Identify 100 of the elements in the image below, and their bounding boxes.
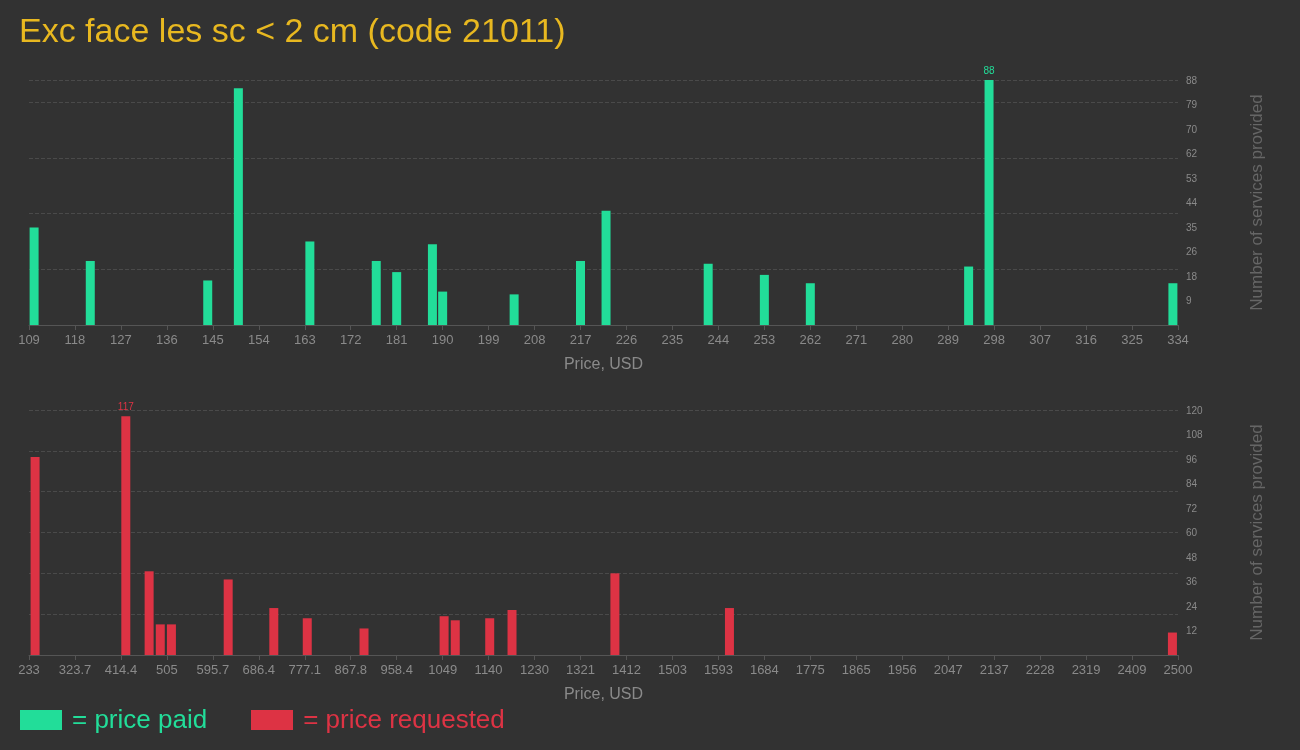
x-tick-label: 280 (891, 332, 914, 347)
bar (805, 283, 815, 325)
x-tick-label: 289 (937, 332, 960, 347)
bar (759, 274, 769, 325)
bar (155, 624, 165, 655)
y-tick-label: 79 (1186, 99, 1198, 110)
y-tick-label: 60 (1186, 527, 1198, 538)
x-tick-label: 127 (110, 332, 132, 347)
x-tick-label: 2137 (979, 662, 1009, 677)
bar (166, 624, 176, 655)
y-tick-label: 36 (1186, 576, 1198, 587)
x-tick-label: 2409 (1117, 662, 1147, 677)
bar (507, 610, 517, 655)
x-tick-label: 253 (753, 332, 776, 347)
x-tick-label: 217 (569, 332, 592, 347)
y-tick-label: 84 (1186, 478, 1198, 489)
bar (610, 573, 620, 655)
data-label: 117 (117, 400, 135, 412)
data-label: 88 (983, 64, 996, 76)
x-tick-label: 414.4 (104, 662, 138, 677)
x-tick-label: 505 (156, 662, 178, 677)
y-tick-label: 53 (1186, 172, 1198, 184)
bar (269, 608, 279, 655)
bar (233, 88, 243, 325)
x-tick-label: 136 (156, 332, 178, 347)
y-tick-label: 88 (1186, 74, 1198, 86)
x-tick-label: 1412 (612, 662, 641, 677)
bar (964, 266, 974, 325)
y-tick-label: 108 (1186, 429, 1204, 440)
x-tick-label: 1775 (795, 662, 825, 677)
x-tick-label: 199 (477, 332, 500, 347)
x-tick-label: 1049 (428, 662, 458, 677)
x-tick-label: 1956 (887, 662, 917, 677)
x-tick-label: 154 (247, 332, 270, 347)
bar (1168, 283, 1178, 325)
x-tick-label: 307 (1029, 332, 1051, 347)
x-tick-label: 262 (799, 332, 822, 347)
x-tick-label: 1140 (474, 662, 503, 677)
x-tick-label: 2319 (1071, 662, 1101, 677)
bar (984, 80, 994, 325)
y-tick-label: 72 (1186, 502, 1198, 514)
bar (302, 618, 312, 655)
x-tick-label: 867.8 (334, 662, 367, 677)
bar (29, 227, 39, 325)
x-tick-label: 190 (431, 332, 454, 347)
bar (30, 456, 40, 655)
x-tick-label: 1865 (841, 662, 871, 677)
x-tick-label: 298 (983, 332, 1006, 347)
y-tick-label: 120 (1186, 404, 1204, 416)
y-tick-label: 26 (1186, 246, 1198, 257)
x-tick-label: 118 (64, 332, 86, 347)
x-tick-label: 958.4 (380, 662, 413, 677)
y-tick-label: 9 (1186, 295, 1192, 306)
bar (1167, 632, 1177, 655)
x-tick-label: 2228 (1025, 662, 1055, 677)
x-tick-label: 208 (523, 332, 546, 347)
x-tick-label: 109 (18, 332, 40, 347)
x-tick-label: 1503 (657, 662, 687, 677)
y-tick-label: 18 (1186, 270, 1198, 282)
bar (509, 294, 519, 325)
x-tick-label: 1593 (703, 662, 733, 677)
y-tick-label: 48 (1186, 551, 1198, 563)
bar (144, 571, 154, 655)
x-tick-label: 2047 (933, 662, 963, 677)
bar (703, 263, 713, 325)
y-tick-label: 24 (1186, 600, 1198, 612)
x-tick-label: 235 (661, 332, 684, 347)
x-tick-label: 686.4 (242, 662, 276, 677)
legend-label: = price requested (303, 704, 505, 735)
x-tick-label: 1230 (520, 662, 550, 677)
x-tick-label: 323.7 (58, 662, 92, 677)
x-tick-label: 1321 (566, 662, 595, 677)
x-tick-label: 334 (1167, 332, 1189, 347)
bar (601, 210, 611, 325)
bar (121, 416, 131, 655)
x-tick-label: 316 (1075, 332, 1097, 347)
x-tick-label: 777.1 (288, 662, 322, 677)
x-tick-label: 244 (707, 332, 730, 347)
x-tick-label: 1684 (749, 662, 779, 677)
bar (305, 241, 315, 325)
legend-label: = price paid (72, 704, 208, 735)
bar (392, 272, 402, 325)
y-tick-label: 70 (1186, 123, 1198, 135)
bar (223, 579, 233, 655)
x-tick-label: 2500 (1163, 662, 1193, 677)
x-tick-label: 172 (339, 332, 362, 347)
bar (359, 628, 369, 655)
y-tick-label: 62 (1186, 148, 1198, 159)
x-tick-label: 233 (18, 662, 40, 677)
bar (576, 260, 586, 325)
bar (485, 618, 495, 655)
y-tick-label: 96 (1186, 453, 1198, 465)
bar (371, 260, 381, 325)
x-tick-label: 181 (385, 332, 408, 347)
y-tick-label: 35 (1186, 221, 1198, 233)
y-tick-label: 12 (1186, 625, 1198, 636)
x-tick-label: 595.7 (196, 662, 230, 677)
y-tick-label: 44 (1186, 197, 1198, 208)
bar (724, 608, 734, 655)
x-tick-label: 145 (201, 332, 224, 347)
